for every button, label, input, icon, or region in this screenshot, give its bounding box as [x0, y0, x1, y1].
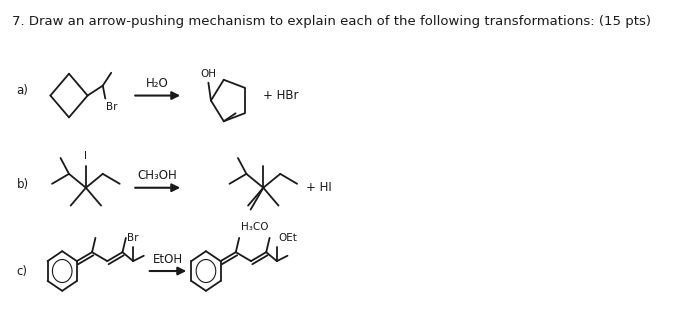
Text: H₃CO: H₃CO: [241, 222, 269, 232]
Text: EtOH: EtOH: [153, 252, 183, 266]
Text: c): c): [17, 265, 27, 278]
Text: OEt: OEt: [279, 233, 298, 243]
Text: I: I: [85, 151, 88, 161]
Text: b): b): [17, 178, 29, 191]
Text: H₂O: H₂O: [146, 77, 169, 90]
Text: Br: Br: [106, 102, 118, 113]
Text: 7. Draw an arrow-pushing mechanism to explain each of the following transformati: 7. Draw an arrow-pushing mechanism to ex…: [11, 15, 650, 28]
Text: + HI: + HI: [305, 181, 331, 194]
Text: OH: OH: [200, 69, 216, 79]
Text: + HBr: + HBr: [263, 89, 299, 102]
Text: Br: Br: [127, 233, 139, 243]
Text: a): a): [17, 84, 29, 97]
Text: CH₃OH: CH₃OH: [138, 169, 178, 182]
